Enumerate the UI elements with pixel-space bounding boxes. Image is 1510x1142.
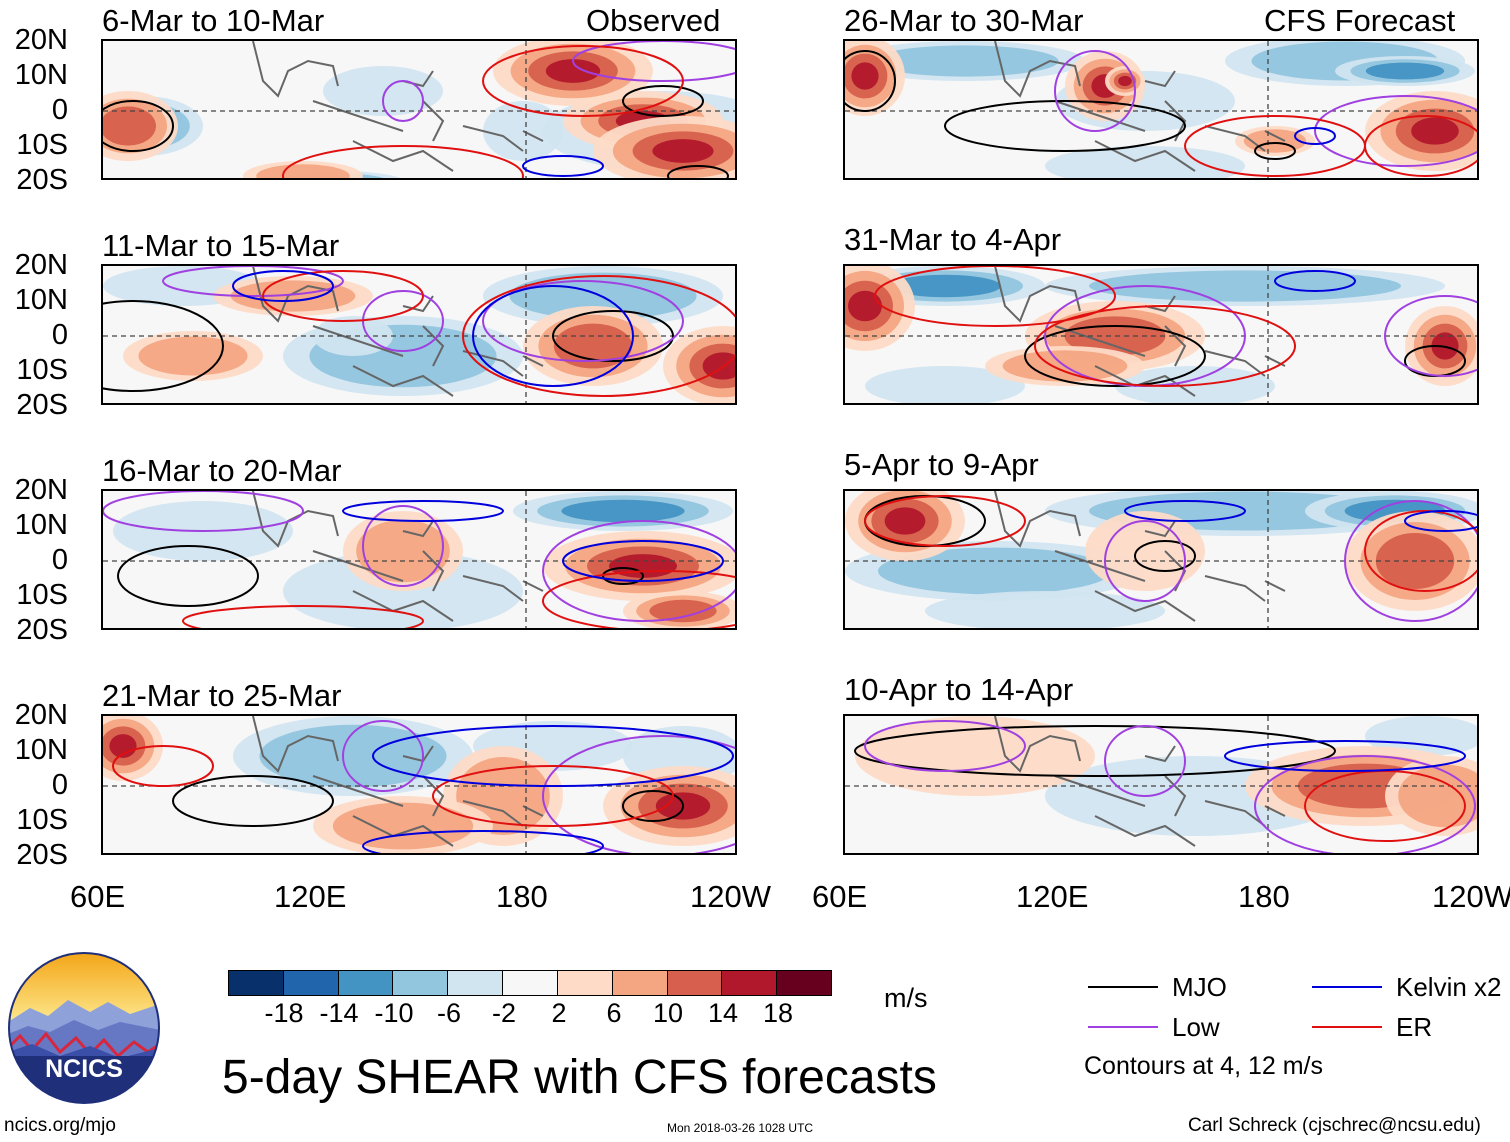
lon-label-60e: 60E <box>812 879 868 914</box>
ncics-logo: NCICS <box>8 952 160 1104</box>
colorbar-label: 2 <box>551 998 567 1028</box>
colorbar-label: -6 <box>436 998 461 1028</box>
legend-er: ER <box>1312 1013 1432 1041</box>
footer-author: Carl Schreck (cjschrec@ncsu.edu) <box>1188 1115 1481 1136</box>
lon-label-180: 180 <box>1238 879 1290 914</box>
lon-label-120w: 120W <box>1432 879 1510 914</box>
panel-title-obs-2: 11-Mar to 15-Mar <box>102 228 340 263</box>
map-panel-fc-4 <box>843 714 1479 855</box>
colorbar-label: 14 <box>707 998 739 1028</box>
panel-title-obs-1: 6-Mar to 10-Mar <box>102 3 325 38</box>
lat-label-10n: 10N <box>14 59 68 91</box>
colorbar-swatch <box>667 971 723 995</box>
lat-label-10n: 10N <box>14 734 68 766</box>
logo-text: NCICS <box>45 1055 123 1083</box>
main-title: 5-day SHEAR with CFS forecasts <box>222 1051 937 1104</box>
footer-url: ncics.org/mjo <box>4 1115 116 1136</box>
map-panel-obs-3 <box>101 489 737 630</box>
colorbar-label: -18 <box>264 998 304 1028</box>
lat-label-20n: 20N <box>14 24 68 56</box>
lat-label-20s: 20S <box>16 839 68 871</box>
legend-low: Low <box>1088 1013 1220 1041</box>
lon-label-60e: 60E <box>70 879 126 914</box>
map-panel-fc-2 <box>843 264 1479 405</box>
legend-line-mjo <box>1088 986 1158 988</box>
lat-label-10n: 10N <box>14 509 68 541</box>
colorbar-swatch <box>229 971 284 995</box>
colorbar-swatch <box>722 971 778 995</box>
colorbar-swatch <box>393 971 449 995</box>
lon-label-120w: 120W <box>690 879 771 914</box>
lon-label-120e: 120E <box>274 879 347 914</box>
colorbar-swatch <box>777 971 831 995</box>
lat-label-10n: 10N <box>14 284 68 316</box>
colorbar <box>228 970 832 996</box>
map-panel-obs-1 <box>101 39 737 180</box>
colorbar-units: m/s <box>884 983 928 1013</box>
colorbar-swatch <box>503 971 558 995</box>
colorbar-swatch <box>557 971 613 995</box>
colorbar-swatch <box>448 971 504 995</box>
lat-label-20n: 20N <box>14 699 68 731</box>
legend-label-er: ER <box>1396 1012 1433 1042</box>
contour-note: Contours at 4, 12 m/s <box>1084 1052 1324 1080</box>
footer-timestamp: Mon 2018-03-26 1028 UTC <box>667 1121 814 1135</box>
lat-label-20n: 20N <box>14 249 68 281</box>
lat-label-eq: 0 <box>51 319 68 351</box>
lat-label-eq: 0 <box>51 544 68 576</box>
legend-line-er <box>1312 1026 1382 1028</box>
lat-label-eq: 0 <box>51 94 68 126</box>
colorbar-swatch <box>283 971 339 995</box>
colorbar-label: -14 <box>319 998 359 1028</box>
colorbar-label: 18 <box>762 998 794 1028</box>
lon-label-180: 180 <box>496 879 548 914</box>
panel-title-fc-1: 26-Mar to 30-Mar <box>844 3 1084 38</box>
legend-label-low: Low <box>1172 1012 1220 1042</box>
colorbar-swatch <box>338 971 394 995</box>
lat-label-10s: 10S <box>16 354 68 386</box>
panel-title-fc-2: 31-Mar to 4-Apr <box>844 222 1062 257</box>
lat-label-10s: 10S <box>16 804 68 836</box>
legend-mjo: MJO <box>1088 973 1227 1001</box>
colorbar-label: -10 <box>374 998 414 1028</box>
lat-label-20s: 20S <box>16 389 68 421</box>
colorbar-label: 6 <box>606 998 622 1028</box>
observed-label: Observed <box>586 3 721 38</box>
panel-title-obs-4: 21-Mar to 25-Mar <box>102 678 342 713</box>
lat-label-20s: 20S <box>16 164 68 196</box>
legend-label-mjo: MJO <box>1172 972 1227 1002</box>
lat-label-20s: 20S <box>16 614 68 646</box>
colorbar-label: -2 <box>491 998 516 1028</box>
colorbar-swatch <box>612 971 668 995</box>
map-panel-fc-3 <box>843 489 1479 630</box>
panel-title-fc-3: 5-Apr to 9-Apr <box>844 447 1039 482</box>
lat-label-10s: 10S <box>16 129 68 161</box>
legend-kelvin: Kelvin x2 <box>1312 973 1502 1001</box>
panel-title-fc-4: 10-Apr to 14-Apr <box>844 672 1074 707</box>
forecast-label: CFS Forecast <box>1264 3 1456 38</box>
lat-label-20n: 20N <box>14 474 68 506</box>
colorbar-label: 10 <box>652 998 684 1028</box>
lon-label-120e: 120E <box>1016 879 1089 914</box>
legend-line-kelvin <box>1312 986 1382 988</box>
map-panel-obs-4 <box>101 714 737 855</box>
lat-label-10s: 10S <box>16 579 68 611</box>
lat-label-eq: 0 <box>51 769 68 801</box>
panel-title-obs-3: 16-Mar to 20-Mar <box>102 453 342 488</box>
legend-line-low <box>1088 1026 1158 1028</box>
legend-label-kelvin: Kelvin x2 <box>1396 972 1502 1002</box>
map-panel-obs-2 <box>101 264 737 405</box>
map-panel-fc-1 <box>843 39 1479 180</box>
